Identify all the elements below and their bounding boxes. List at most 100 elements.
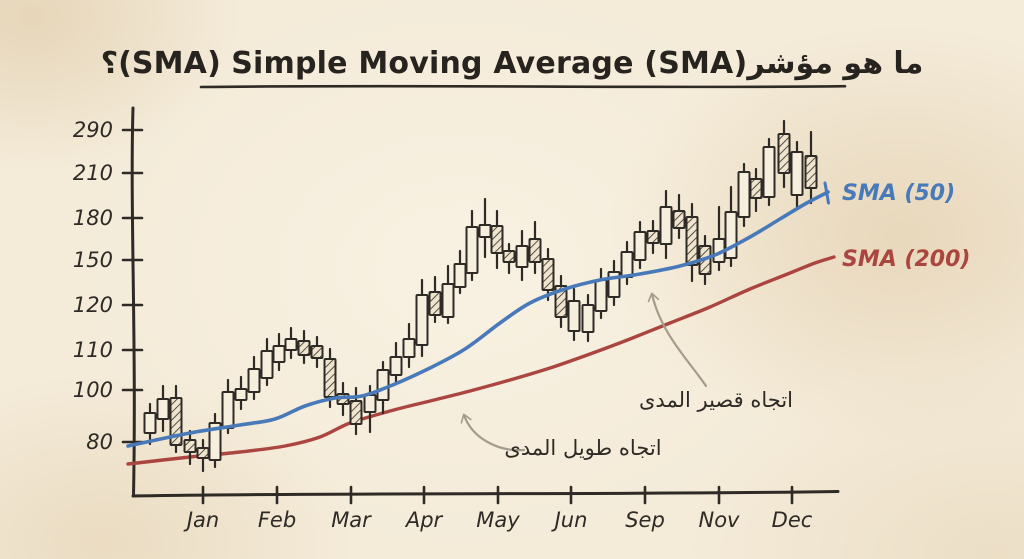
candle-body — [685, 216, 699, 266]
candle-body — [633, 231, 647, 261]
candle-body — [672, 210, 686, 229]
candle — [737, 162, 751, 228]
candle-body — [581, 304, 595, 333]
candle — [323, 347, 337, 409]
candle — [453, 249, 467, 295]
candle — [441, 264, 455, 325]
candle — [528, 220, 542, 275]
candle — [208, 412, 222, 469]
candle-body — [376, 369, 390, 401]
x-axis-line — [131, 490, 840, 498]
candle — [428, 275, 442, 324]
candle — [272, 332, 286, 372]
sma50-line — [126, 190, 830, 448]
candle — [478, 197, 492, 259]
candle-body — [389, 356, 403, 376]
candle — [594, 267, 608, 320]
candle — [169, 384, 183, 454]
candle — [777, 119, 791, 189]
candlestick-series — [143, 119, 818, 473]
sma50-label: SMA (50) — [842, 181, 955, 206]
y-tick-label: 80 — [86, 430, 113, 454]
candle-body — [490, 225, 504, 254]
candle-body — [567, 300, 581, 332]
candle — [581, 293, 595, 343]
candle — [724, 185, 738, 268]
long-term-arrow — [460, 413, 526, 452]
candle — [143, 402, 157, 446]
short-term-arrow — [647, 292, 708, 388]
candle-body — [169, 397, 183, 446]
sma200-line — [126, 255, 836, 466]
x-tick-label: Dec — [772, 508, 813, 532]
candle-body — [234, 388, 248, 401]
candle-body — [272, 345, 286, 363]
title-underline — [199, 84, 847, 89]
x-axis-ticks: Jan Feb Mar Apr May Jun Sep Nov Dec — [183, 485, 813, 532]
candle-body — [737, 171, 751, 218]
candle-body — [659, 206, 673, 245]
candle — [490, 209, 504, 270]
candle-body — [541, 258, 555, 291]
candle-body — [143, 412, 157, 434]
candle — [790, 140, 804, 209]
candle-body — [247, 368, 261, 393]
y-tick-label: 110 — [73, 338, 113, 362]
candle-body — [196, 447, 210, 459]
candle — [389, 341, 403, 385]
candle — [659, 189, 673, 260]
y-tick-label: 100 — [73, 378, 113, 402]
y-axis-ticks: 290 210 180 150 120 110 100 80 — [73, 118, 144, 454]
candle-body — [790, 151, 804, 196]
candle-body — [528, 238, 542, 263]
candle-body — [284, 338, 298, 351]
candle — [607, 259, 621, 307]
short-term-annotation-label: اتجاه قصير المدى — [639, 388, 793, 412]
candle — [554, 274, 568, 329]
candle-body — [594, 279, 608, 312]
candle — [502, 242, 516, 275]
y-tick-label: 180 — [73, 206, 113, 230]
x-tick-label: Mar — [331, 508, 372, 532]
candle — [672, 193, 686, 240]
candle — [156, 384, 170, 433]
candle-body — [156, 398, 170, 420]
title-english-part: (SMA) Simple Moving Average (SMA) — [118, 46, 748, 82]
candle-body — [646, 230, 660, 244]
candle-body — [349, 400, 363, 425]
candle — [712, 205, 726, 272]
x-tick-label: Nov — [699, 508, 741, 532]
title-arabic-part: ما هو مؤشر — [747, 46, 924, 82]
candle — [685, 202, 699, 283]
candle-body — [323, 358, 337, 398]
candle-body — [804, 155, 818, 189]
y-tick-label: 290 — [73, 118, 113, 142]
candle-body — [402, 338, 416, 358]
x-tick-label: Sep — [625, 508, 665, 532]
y-axis-line — [130, 106, 136, 498]
candle-body — [310, 345, 324, 359]
chart-title: ما هو مؤشر​ (SMA) Simple Moving Average … — [0, 46, 1024, 81]
candle-body — [441, 283, 455, 318]
candle-body — [208, 422, 222, 461]
candle — [541, 247, 555, 302]
candle-body — [620, 251, 634, 278]
candle-body — [428, 291, 442, 316]
candle-body — [465, 226, 479, 274]
title-question-mark: ؟ — [100, 46, 119, 82]
y-tick-label: 210 — [73, 161, 113, 185]
y-tick-label: 120 — [73, 293, 113, 317]
candle — [247, 355, 261, 401]
candle-body — [363, 394, 377, 413]
candle — [633, 220, 647, 270]
x-tick-label: Apr — [404, 508, 444, 532]
candle-body — [749, 178, 763, 199]
candle — [415, 278, 429, 358]
candle-body — [297, 340, 311, 356]
candle — [297, 329, 311, 365]
candle-body — [415, 294, 429, 346]
candle — [196, 438, 210, 473]
candle — [234, 375, 248, 411]
x-tick-label: Feb — [258, 508, 296, 532]
